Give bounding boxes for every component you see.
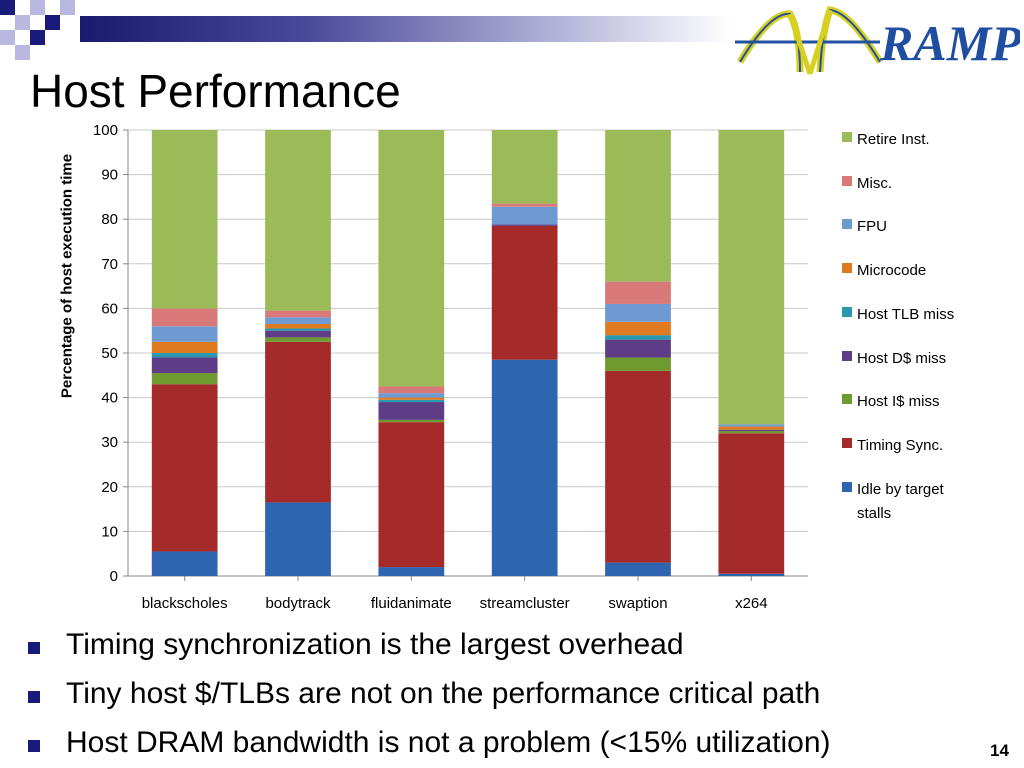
bar-segment [151,130,218,309]
bar-segment [265,130,331,311]
bar-segment [265,337,331,342]
y-tick-label: 100 [93,122,118,139]
bullet-icon [28,642,40,654]
x-tick-label: swaption [608,595,667,612]
bar-segment [151,308,218,327]
bar-segment [605,357,671,371]
x-tick-label: blackscholes [142,595,228,612]
y-tick-label: 30 [101,434,118,451]
legend-label: Retire Inst. [857,131,930,148]
bar-segment [605,339,671,358]
legend-label: Idle by target stalls [857,480,944,522]
bar-segment [605,321,671,336]
bar-segment [718,429,785,432]
bar-segment [151,373,218,385]
bar-segment [378,402,445,420]
bar-segment [718,573,785,576]
bar-segment [151,353,218,358]
bar-segment [378,130,445,387]
page-number: 14 [990,741,1009,760]
bullet-icon [28,740,40,752]
bar-segment [718,426,785,430]
bar-segment [265,317,331,325]
y-tick-label: 70 [101,256,118,273]
corner-decoration [0,0,75,60]
bar-segment [718,433,785,574]
bar-segment [605,335,671,340]
y-tick-label: 50 [101,345,118,362]
y-tick-label: 90 [101,167,118,184]
bar-segment [265,502,331,576]
bar-segment [265,328,331,331]
bar-segment [605,303,671,322]
bar-segment [151,326,218,342]
bar-segment [605,130,671,282]
bar-segment [718,130,785,425]
bar-segment [378,567,445,576]
legend-label: Host I$ miss [857,393,940,411]
bar-segment [491,224,558,226]
legend-label: Timing Sync. [857,436,944,454]
bar-segment [605,370,671,563]
header-gradient-bar [80,16,732,42]
bar-segment [151,384,218,552]
bar-segment [718,431,785,434]
legend-swatch [842,350,852,361]
legend-swatch [842,263,852,274]
bar-segment [378,419,445,423]
legend-swatch [842,394,852,405]
bar-segment [491,206,558,225]
y-tick-label: 60 [101,300,118,317]
legend-swatch [842,306,852,317]
bar-segment [491,130,558,204]
legend-swatch [842,437,852,448]
y-tick-label: 80 [101,211,118,228]
bar-segment [151,551,218,576]
y-tick-label: 20 [101,479,118,496]
legend-swatch [842,219,852,230]
legend-label: Misc. [857,174,892,192]
bar-segment [605,562,671,576]
bar-segment [491,359,558,576]
bar-segment [265,324,331,329]
y-tick-label: 10 [101,523,118,540]
bar-segment [265,341,331,503]
bar-segment [491,203,558,207]
legend-label: Microcode [857,262,927,280]
x-tick-label: x264 [735,595,768,612]
bar-segment [491,225,558,360]
bullet-icon [28,691,40,703]
x-tick-label: bodytrack [265,595,331,612]
bar-segment [265,310,331,318]
bar-segment [718,424,785,427]
legend-label: Host D$ miss [857,349,947,367]
y-tick-label: 40 [101,390,118,407]
x-tick-label: streamcluster [480,595,570,612]
legend-swatch [842,175,852,186]
bar-segment [378,386,445,394]
bar-segment [378,397,445,400]
bar-segment [378,399,445,403]
stacked-bar-chart: 0 10 20 30 40 50 60 70 80 90 100 blackscholes bodytr… [93,122,808,612]
legend-label: FPU [857,218,887,236]
y-tick-label: 0 [110,568,118,585]
legend-label: Host TLB miss [857,305,955,323]
bar-segment [265,330,331,338]
logo-text: RAMP [879,15,1020,71]
slide-title: Host Performance [30,65,401,117]
bar-segment [151,341,218,353]
bar-segment [151,357,218,374]
bar-segment [378,422,445,568]
ramp-logo: RAMP [735,6,1020,75]
legend-swatch [842,132,852,142]
bar-segment [605,281,671,304]
legend-swatch [842,481,852,492]
bar-segment [378,393,445,398]
x-tick-label: fluidanimate [371,595,452,612]
